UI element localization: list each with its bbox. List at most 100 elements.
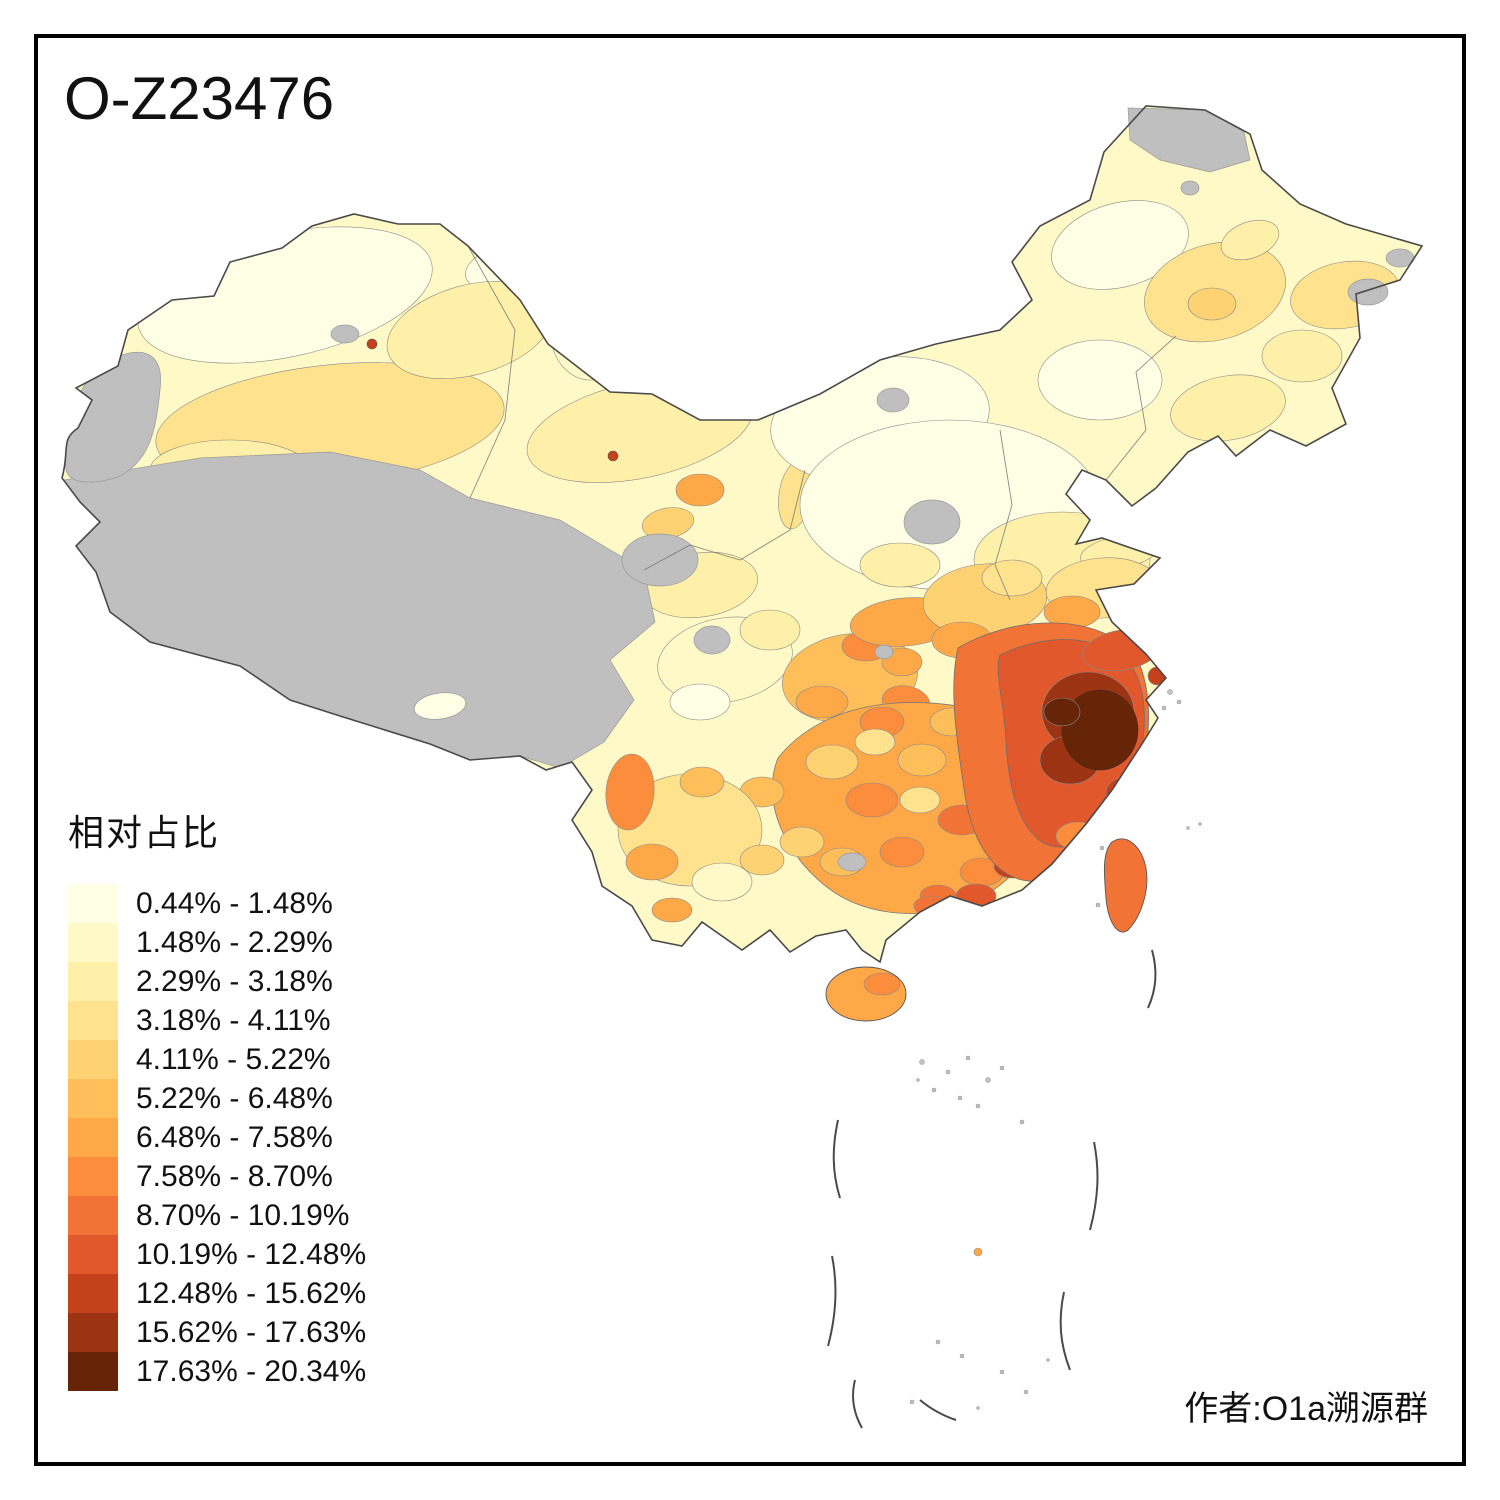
map-region: [1051, 200, 1189, 290]
map-region-taiwan: [1103, 838, 1148, 933]
island-region-colored: [973, 1247, 983, 1257]
map-region: [691, 862, 753, 902]
island-dot: [931, 1087, 937, 1093]
island-dot: [1198, 822, 1202, 826]
map-region: [863, 972, 901, 996]
island-dot: [1095, 902, 1101, 908]
na-region: [621, 533, 699, 587]
province-border: [994, 429, 1013, 601]
legend-swatch: [68, 1040, 118, 1079]
legend-title: 相对占比: [68, 812, 221, 853]
map-region: [981, 559, 1043, 597]
legend-label: 12.48% - 15.62%: [136, 1276, 367, 1310]
island-dot: [999, 1369, 1005, 1375]
map-region: [739, 844, 785, 876]
na-region: [837, 852, 867, 872]
small-islands: [909, 689, 1202, 1410]
legend-row: 17.63% - 20.34%: [68, 1352, 366, 1391]
island-dot: [945, 1069, 951, 1075]
legend-label: 17.63% - 20.34%: [136, 1354, 367, 1388]
legend-label: 3.18% - 4.11%: [136, 1003, 331, 1037]
sea-dash: [919, 1399, 957, 1421]
sea-dash: [832, 1119, 841, 1199]
legend-rows: 0.44% - 1.48% 1.48% - 2.29% 2.29% - 3.18…: [68, 884, 366, 1391]
legend-label: 6.48% - 7.58%: [136, 1120, 333, 1154]
legend-row: 1.48% - 2.29%: [68, 923, 366, 962]
legend-row: 2.29% - 3.18%: [68, 962, 366, 1001]
island-dot: [976, 1406, 980, 1410]
sea-dash: [852, 1379, 863, 1429]
map-region: [899, 786, 941, 814]
island-dot: [1176, 699, 1182, 705]
legend: 相对占比 0.44% - 1.48% 1.48% - 2.29% 2.29% -…: [68, 804, 366, 1391]
island-dot: [919, 1059, 925, 1065]
map-region-lhasa: [413, 692, 467, 720]
legend-row: 7.58% - 8.70%: [68, 1157, 366, 1196]
sea-dash: [1059, 1291, 1071, 1371]
map-region: [1037, 339, 1163, 421]
legend-row: 12.48% - 15.62%: [68, 1274, 366, 1313]
island-dot: [957, 1095, 963, 1101]
map-region: [859, 542, 941, 588]
legend-swatch: [68, 962, 118, 1001]
legend-row: 15.62% - 17.63%: [68, 1313, 366, 1352]
legend-swatch: [68, 1352, 118, 1391]
map-region: [805, 744, 859, 780]
map-region-outlier-dot: [366, 338, 378, 350]
map-region: [651, 897, 693, 923]
legend-swatch: [68, 1118, 118, 1157]
na-region: [330, 324, 360, 344]
island-dot: [1023, 1389, 1029, 1395]
legend-label: 8.70% - 10.19%: [136, 1198, 350, 1232]
na-region: [874, 644, 894, 660]
na-region: [693, 625, 731, 655]
legend-swatch: [68, 923, 118, 962]
na-region: [876, 387, 910, 413]
island-dot: [1046, 1358, 1050, 1362]
island-dot: [1099, 845, 1105, 851]
map-region: [1187, 287, 1237, 321]
map-region: [897, 743, 947, 777]
map-region: [1220, 219, 1280, 261]
sea-dash: [1147, 949, 1157, 1009]
island-dot: [975, 1103, 981, 1109]
legend-swatch: [68, 1079, 118, 1118]
attribution-text: 作者:O1a溯源群: [1184, 1390, 1428, 1428]
island-dot: [965, 1055, 971, 1061]
legend-row: 8.70% - 10.19%: [68, 1196, 366, 1235]
legend-label: 4.11% - 5.22%: [136, 1042, 331, 1076]
island-dot: [1167, 689, 1173, 695]
legend-label: 2.29% - 3.18%: [136, 964, 333, 998]
map-region: [625, 843, 679, 881]
legend-swatch: [68, 884, 118, 923]
map-region-hainan: [825, 966, 907, 1022]
map-region: [879, 836, 925, 868]
legend-label: 7.58% - 8.70%: [136, 1159, 333, 1193]
island-dot: [909, 1399, 915, 1405]
province-border: [1105, 335, 1177, 481]
legend-row: 4.11% - 5.22%: [68, 1040, 366, 1079]
map-region: [779, 826, 825, 858]
legend-swatch: [68, 1235, 118, 1274]
legend-swatch: [68, 1001, 118, 1040]
island-dot: [935, 1339, 941, 1345]
legend-swatch: [68, 1196, 118, 1235]
island-dot: [1161, 705, 1167, 711]
legend-label: 1.48% - 2.29%: [136, 925, 333, 959]
map-region: [549, 279, 631, 381]
map-region: [679, 766, 725, 798]
province-border: [467, 245, 516, 499]
map-region: [845, 782, 899, 818]
map-region: [605, 753, 655, 831]
legend-label: 15.62% - 17.63%: [136, 1315, 367, 1349]
na-region: [1347, 278, 1389, 306]
legend-swatch: [68, 1157, 118, 1196]
island-dot: [1186, 826, 1190, 830]
map-region: [675, 473, 725, 507]
na-region: [903, 499, 961, 545]
map-region: [1043, 697, 1081, 727]
map-region: [795, 685, 849, 719]
island-dot: [916, 1078, 920, 1082]
legend-row: 5.22% - 6.48%: [68, 1079, 366, 1118]
map-region: [1061, 689, 1139, 771]
